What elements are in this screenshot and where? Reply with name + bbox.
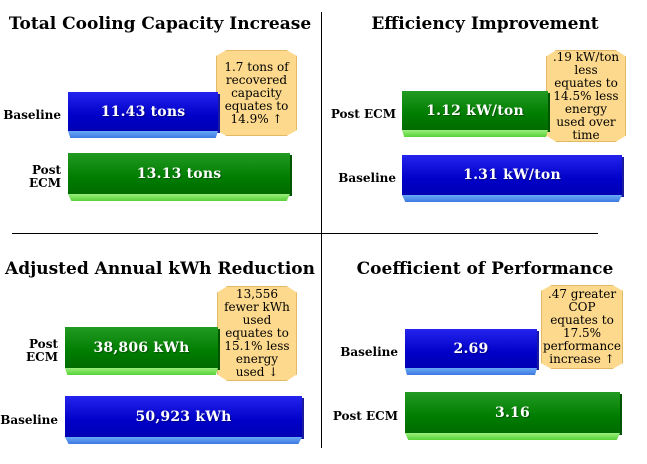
panel-cop: Coefficient of Performance .47 greater C…: [325, 233, 645, 464]
bar-lip: [402, 195, 622, 202]
annotation-callout: .47 greater COP equates to 17.5% perform…: [541, 285, 623, 369]
bar-value-label: 13.13 tons: [68, 153, 290, 194]
bar-value-label: 38,806 kWh: [65, 327, 218, 368]
bar-baseline: 50,923 kWh: [65, 396, 302, 444]
panel-title: Total Cooling Capacity Increase: [8, 14, 312, 34]
bar-lip: [65, 368, 218, 375]
category-label: Post ECM: [330, 106, 396, 121]
bar-lip: [405, 433, 620, 440]
panel-title: Coefficient of Performance: [356, 259, 614, 279]
category-label: Baseline: [3, 107, 61, 122]
bar-baseline: 11.43 tons: [68, 92, 218, 138]
panel-title: Efficiency Improvement: [371, 14, 599, 34]
category-label: Baseline: [0, 412, 58, 427]
bar-value-label: 1.31 kW/ton: [402, 155, 622, 195]
bar-lip: [68, 194, 290, 201]
bar-lip: [402, 130, 548, 137]
bar-value-label: 3.16: [405, 392, 620, 433]
bar-value-label: 50,923 kWh: [65, 396, 302, 437]
category-label: Post ECM: [29, 163, 61, 190]
horizontal-divider: [12, 233, 598, 234]
vertical-divider: [321, 12, 322, 448]
annotation-callout: 13,556 fewer kWh used equates to 15.1% l…: [217, 286, 297, 381]
bar-value-label: 1.12 kW/ton: [402, 91, 548, 130]
category-label: Post ECM: [26, 337, 58, 364]
panel-kwh-reduction: Adjusted Annual kWh Reduction 13,556 few…: [0, 233, 320, 464]
bar-post-ecm: 3.16: [405, 392, 620, 440]
bar-value-label: 2.69: [405, 329, 537, 368]
bar-post-ecm: 1.12 kW/ton: [402, 91, 548, 137]
bar-post-ecm: 13.13 tons: [68, 153, 290, 201]
annotation-callout: 1.7 tons of recovered capacity equates t…: [216, 50, 297, 136]
category-label: Baseline: [338, 171, 396, 185]
bar-lip: [65, 437, 302, 444]
bar-post-ecm: 38,806 kWh: [65, 327, 218, 375]
panel-cooling-capacity: Total Cooling Capacity Increase 1.7 tons…: [0, 0, 320, 231]
annotation-callout: .19 kW/ton less equates to 14.5% less en…: [546, 50, 626, 142]
panel-efficiency: Efficiency Improvement .19 kW/ton less e…: [325, 0, 645, 231]
bar-lip: [68, 131, 218, 138]
category-label: Post ECM: [332, 408, 398, 423]
bar-baseline: 1.31 kW/ton: [402, 155, 622, 202]
bar-baseline: 2.69: [405, 329, 537, 375]
panel-title: Adjusted Annual kWh Reduction: [5, 259, 315, 279]
bar-lip: [405, 368, 537, 375]
bar-value-label: 11.43 tons: [68, 92, 218, 131]
category-label: Baseline: [340, 344, 398, 359]
